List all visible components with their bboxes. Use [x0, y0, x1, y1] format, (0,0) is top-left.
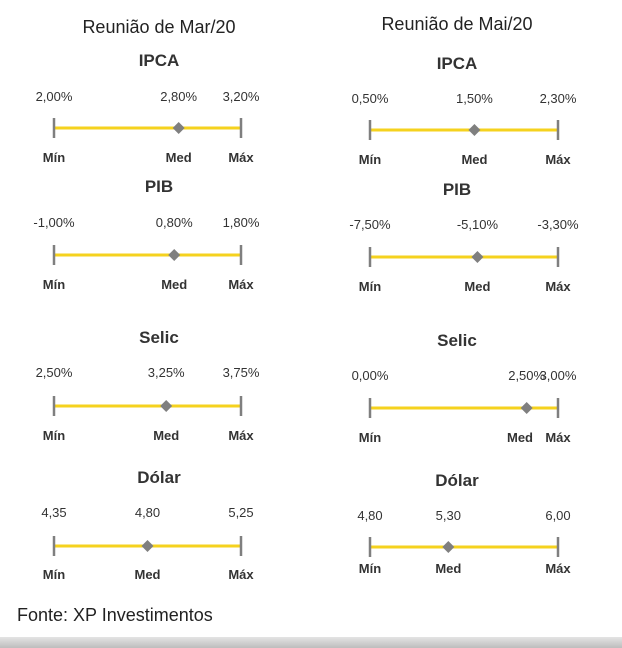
median-marker — [168, 249, 181, 261]
max-value-label: 3,20% — [223, 89, 260, 104]
med-end-label: Med — [153, 428, 179, 443]
min-value-label: 2,00% — [36, 89, 73, 104]
indicator-title: PIB — [145, 177, 173, 196]
max-end-label: Máx — [545, 430, 571, 445]
min-value-label: -1,00% — [33, 215, 75, 230]
indicator-dolar: Dólar 4,35 4,80 5,25 Mín Med Máx — [41, 468, 254, 582]
max-end-label: Máx — [545, 152, 571, 167]
med-value-label: 1,50% — [456, 91, 493, 106]
min-value-label: 0,00% — [352, 368, 389, 383]
max-value-label: 5,25 — [228, 505, 253, 520]
indicator-title: IPCA — [139, 51, 180, 70]
min-value-label: -7,50% — [349, 217, 391, 232]
max-end-label: Máx — [228, 150, 254, 165]
indicator-title: Dólar — [435, 471, 479, 490]
min-end-label: Mín — [359, 152, 381, 167]
max-value-label: 3,00% — [540, 368, 577, 383]
indicator-title: Selic — [437, 331, 477, 350]
median-marker — [172, 122, 185, 134]
med-end-label: Med — [135, 567, 161, 582]
max-end-label: Máx — [228, 277, 254, 292]
med-value-label: 3,25% — [148, 365, 185, 380]
med-value-label: 4,80 — [135, 505, 160, 520]
max-value-label: 3,75% — [223, 365, 260, 380]
min-end-label: Mín — [43, 277, 65, 292]
min-end-label: Mín — [359, 561, 381, 576]
med-value-label: 2,50% — [508, 368, 545, 383]
min-end-label: Mín — [359, 279, 381, 294]
panel-title: Reunião de Mai/20 — [381, 14, 532, 34]
med-end-label: Med — [464, 279, 490, 294]
min-end-label: Mín — [43, 567, 65, 582]
bottom-divider — [0, 637, 622, 648]
min-end-label: Mín — [359, 430, 381, 445]
min-value-label: 4,35 — [41, 505, 66, 520]
med-end-label: Med — [166, 150, 192, 165]
max-end-label: Máx — [545, 279, 571, 294]
indicator-title: PIB — [443, 180, 471, 199]
indicator-title: IPCA — [437, 54, 478, 73]
median-marker — [471, 251, 484, 263]
med-end-label: Med — [507, 430, 533, 445]
max-value-label: 1,80% — [223, 215, 260, 230]
indicator-pib: PIB -1,00% 0,80% 1,80% Mín Med Máx — [33, 177, 259, 292]
median-marker — [160, 400, 173, 412]
median-marker — [520, 402, 533, 414]
med-end-label: Med — [435, 561, 461, 576]
max-end-label: Máx — [228, 428, 254, 443]
med-value-label: 5,30 — [436, 508, 461, 523]
indicator-pib: PIB -7,50% -5,10% -3,30% Mín Med Máx — [349, 180, 579, 294]
max-value-label: 6,00 — [545, 508, 570, 523]
med-end-label: Med — [161, 277, 187, 292]
median-marker — [141, 540, 154, 552]
min-value-label: 0,50% — [352, 91, 389, 106]
med-end-label: Med — [461, 152, 487, 167]
source-note: Fonte: XP Investimentos — [17, 605, 213, 625]
min-value-label: 2,50% — [36, 365, 73, 380]
min-end-label: Mín — [43, 428, 65, 443]
med-value-label: 2,80% — [160, 89, 197, 104]
med-value-label: 0,80% — [156, 215, 193, 230]
panel-title: Reunião de Mar/20 — [82, 17, 235, 37]
max-end-label: Máx — [545, 561, 571, 576]
indicator-title: Dólar — [137, 468, 181, 487]
median-marker — [442, 541, 455, 553]
max-value-label: -3,30% — [537, 217, 579, 232]
indicator-ipca: IPCA 0,50% 1,50% 2,30% Mín Med Máx — [352, 54, 577, 167]
max-value-label: 2,30% — [540, 91, 577, 106]
indicator-ipca: IPCA 2,00% 2,80% 3,20% Mín Med Máx — [36, 51, 260, 165]
indicator-selic: Selic 2,50% 3,25% 3,75% Mín Med Máx — [36, 328, 260, 443]
med-value-label: -5,10% — [457, 217, 499, 232]
indicator-selic: Selic 0,00% 2,50%3,00% Mín Med Máx — [352, 331, 577, 445]
median-marker — [468, 124, 481, 136]
indicator-dolar: Dólar 4,80 5,30 6,00 Mín Med Máx — [357, 471, 571, 576]
min-end-label: Mín — [43, 150, 65, 165]
max-end-label: Máx — [228, 567, 254, 582]
indicator-title: Selic — [139, 328, 179, 347]
min-value-label: 4,80 — [357, 508, 382, 523]
